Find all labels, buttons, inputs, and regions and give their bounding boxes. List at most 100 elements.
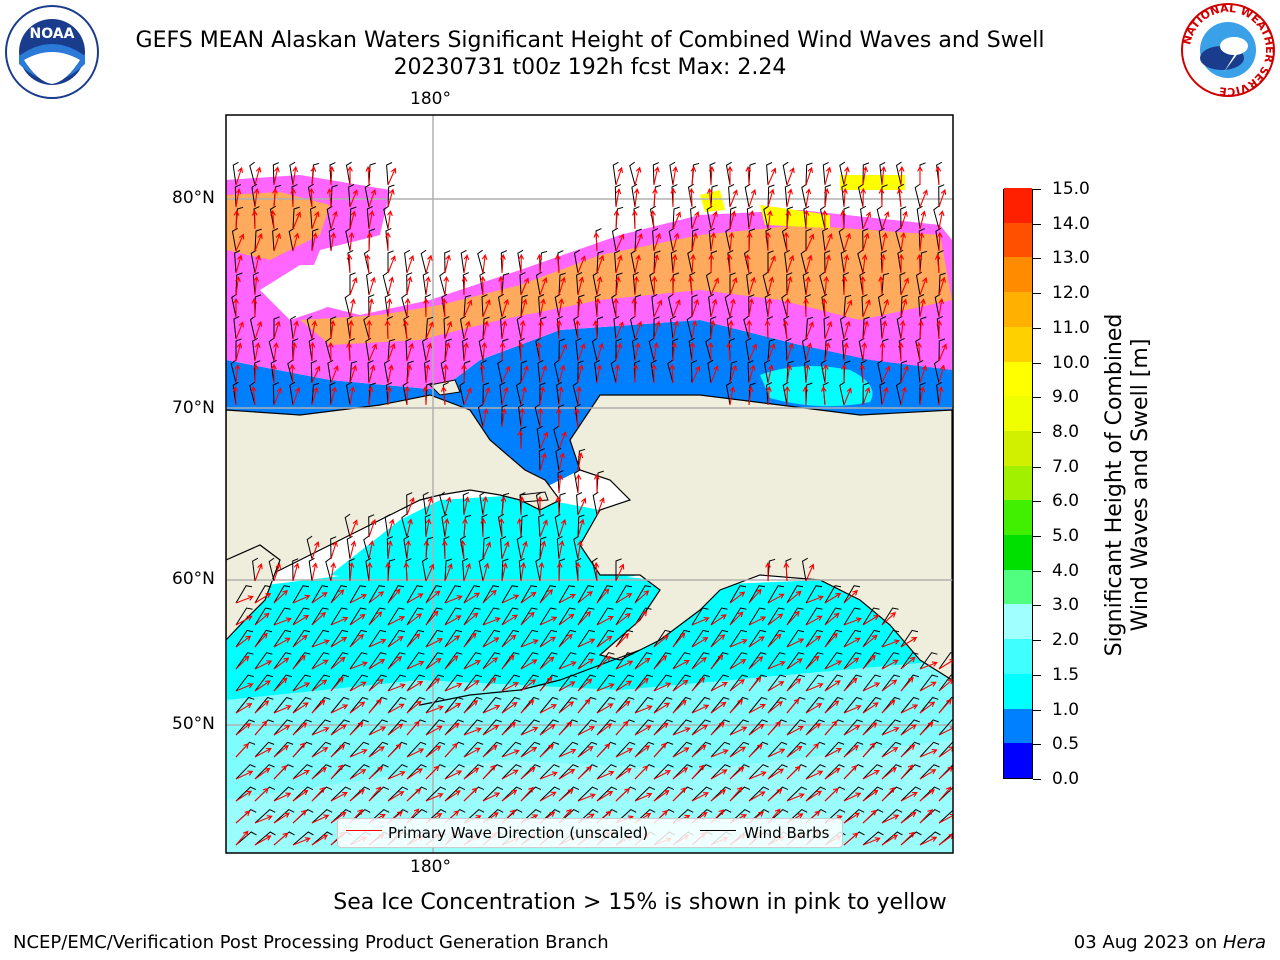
wave-arrow	[330, 365, 339, 384]
wind-barb	[308, 557, 315, 582]
wave-arrow	[729, 364, 738, 384]
wave-arrow	[672, 211, 682, 230]
wave-arrow	[386, 385, 392, 406]
wind-barb	[482, 382, 490, 406]
wind-barb	[573, 535, 580, 560]
wind-barb	[386, 162, 393, 186]
wind-barb	[444, 674, 464, 692]
wave-arrow	[822, 363, 829, 384]
wave-arrow	[881, 639, 900, 648]
wind-barb	[273, 674, 293, 692]
wave-arrow	[706, 187, 713, 208]
graticule	[226, 115, 953, 853]
wave-arrow	[558, 701, 575, 714]
wave-arrow	[691, 298, 700, 318]
wind-barb	[919, 696, 939, 714]
wave-arrow	[444, 742, 458, 758]
wave-arrow	[254, 592, 272, 604]
wind-barb	[573, 469, 580, 494]
wind-barb	[748, 585, 766, 604]
wind-barb	[615, 607, 633, 626]
wave-arrow	[273, 387, 282, 406]
wind-barb	[729, 585, 747, 604]
wind-barb	[406, 272, 413, 296]
wind-barb	[653, 719, 673, 736]
wind-barb	[387, 629, 406, 648]
wave-arrow	[558, 721, 573, 736]
wave-arrow	[406, 788, 422, 802]
wave-arrow	[520, 386, 527, 406]
wind-barb	[729, 629, 748, 648]
wave-arrow	[387, 655, 403, 670]
wind-barb	[857, 249, 864, 274]
wave-arrow	[669, 363, 676, 384]
wave-arrow	[425, 638, 444, 648]
wave-arrow	[878, 275, 884, 296]
wind-barb	[862, 719, 882, 736]
wave-arrow	[880, 165, 887, 186]
wave-arrow	[368, 364, 376, 384]
wind-barb	[862, 831, 884, 846]
wave-arrow	[368, 698, 382, 714]
wind-barb	[610, 359, 617, 384]
wind-barb	[708, 293, 715, 318]
wind-barb	[231, 293, 238, 318]
wind-barb	[387, 652, 406, 670]
wave-arrow	[328, 165, 335, 186]
wind-barb	[346, 535, 353, 560]
wave-arrow	[311, 786, 326, 802]
wind-barb	[748, 629, 767, 648]
wind-barb	[482, 741, 503, 758]
wind-barb	[329, 162, 336, 186]
colorbar-tick	[1033, 223, 1041, 225]
noaa-logo-text: NOAA	[30, 26, 75, 42]
wave-arrow	[387, 723, 404, 736]
wave-arrow	[349, 748, 368, 758]
wave-arrow	[767, 210, 773, 230]
wave-arrow	[633, 275, 640, 296]
wave-arrow	[767, 593, 785, 604]
wave-arrow	[501, 408, 507, 428]
wind-barb	[387, 764, 408, 780]
wave-arrow	[368, 746, 385, 758]
wave-arrow	[577, 610, 592, 626]
wind-barb	[326, 205, 333, 230]
wave-arrow	[691, 704, 710, 714]
wave-arrow	[631, 209, 638, 230]
wave-arrow	[729, 678, 745, 692]
wind-barb	[781, 227, 788, 252]
wind-barb	[349, 360, 358, 384]
wind-barb	[520, 514, 528, 538]
wind-barb	[311, 228, 319, 252]
wave-arrow	[843, 342, 849, 362]
wind-barb	[387, 696, 407, 714]
wave-arrow	[481, 341, 488, 362]
wave-arrow	[786, 793, 805, 802]
wind-barb	[482, 696, 502, 714]
wind-barb	[515, 381, 522, 406]
wind-barb	[349, 741, 370, 758]
wave-arrow	[254, 700, 270, 714]
wind-barb	[803, 205, 810, 230]
wave-arrow	[615, 321, 624, 340]
wind-barb	[839, 161, 846, 186]
wind-barb	[252, 337, 259, 362]
wind-barb	[745, 337, 752, 362]
footer-host: Hera	[1222, 932, 1266, 953]
wind-barb	[273, 786, 295, 802]
wind-barb	[744, 183, 751, 208]
wave-arrow	[425, 705, 444, 714]
wave-arrow	[577, 678, 593, 692]
wind-barb	[900, 360, 908, 384]
wind-barb	[805, 316, 814, 340]
colorbar-segment	[1004, 326, 1032, 362]
wave-arrow	[938, 698, 952, 714]
wave-arrow	[292, 722, 308, 736]
wind-barb	[748, 652, 767, 670]
wind-barb	[330, 786, 352, 802]
wind-barb	[539, 652, 558, 670]
wind-barb	[463, 585, 481, 604]
wave-arrow	[688, 275, 694, 296]
wave-arrow	[862, 809, 877, 824]
wind-barb	[349, 764, 370, 780]
